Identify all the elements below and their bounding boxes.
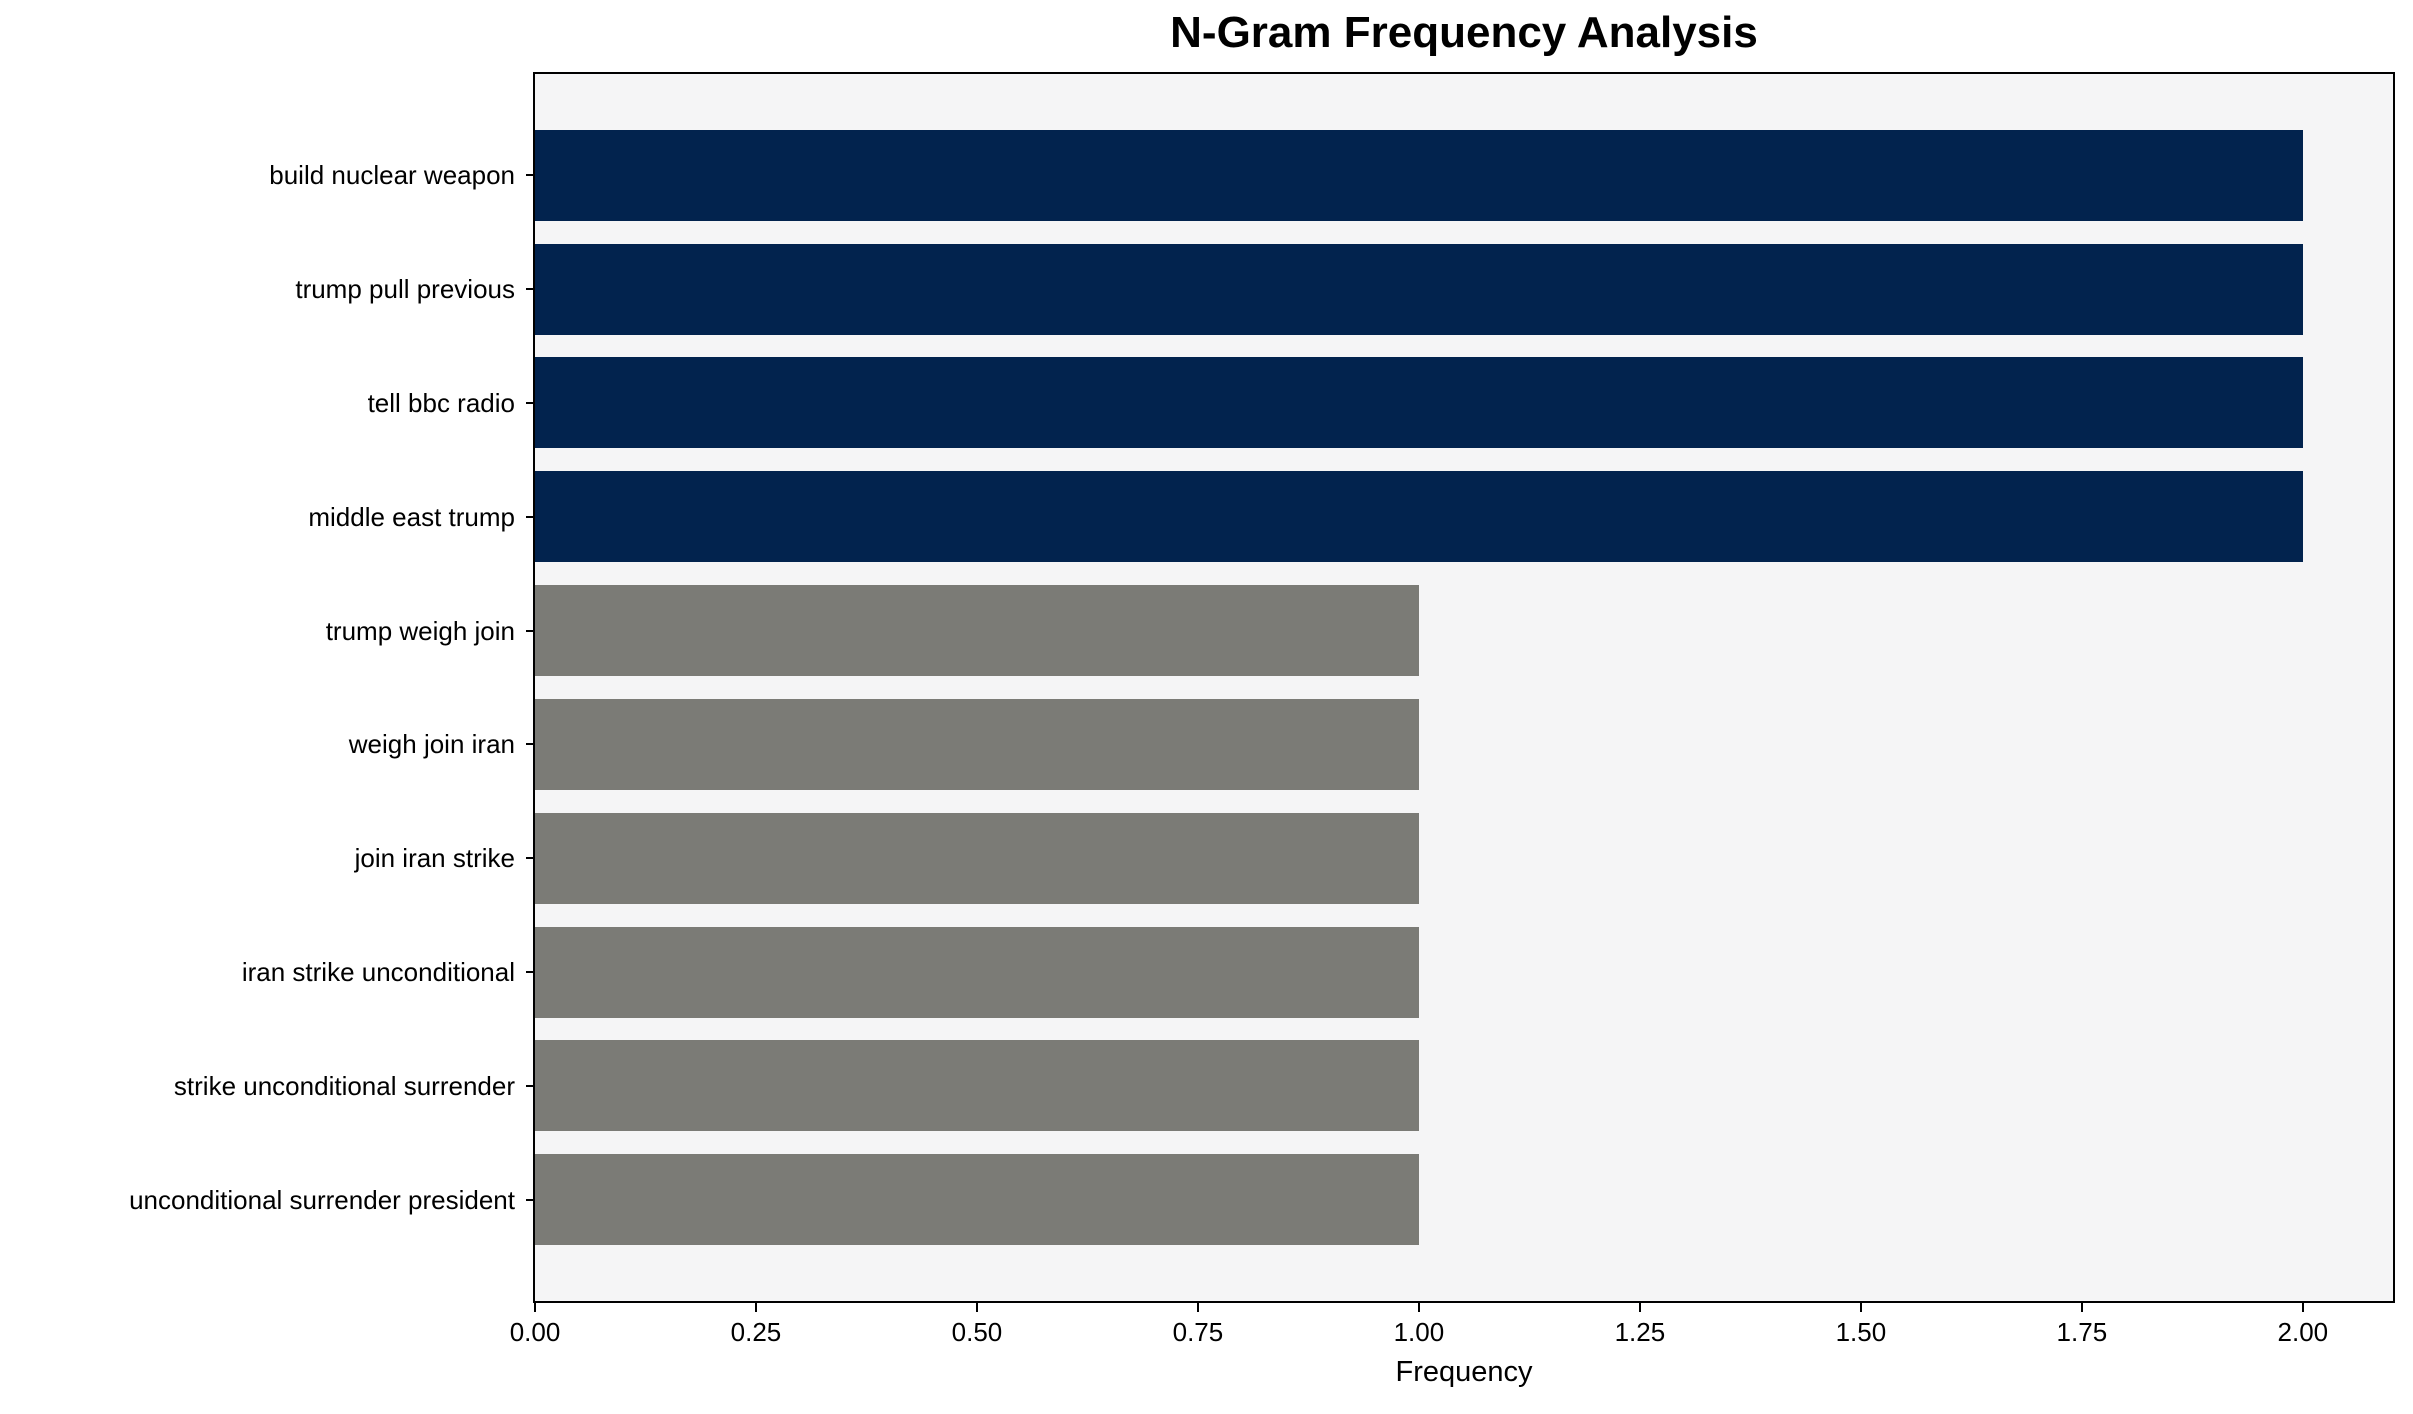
bar	[535, 471, 2303, 563]
x-tick-label: 1.75	[2056, 1317, 2108, 1347]
chart-title: N-Gram Frequency Analysis	[1170, 8, 1758, 57]
x-tick-label: 0.75	[1172, 1317, 1224, 1347]
x-tick-label: 1.00	[1393, 1317, 1445, 1347]
y-tick-mark	[526, 1198, 535, 1201]
x-tick-label: 2.00	[2277, 1317, 2329, 1347]
bar	[535, 243, 2303, 335]
x-tick-mark	[1859, 1301, 1862, 1312]
y-tick-label: middle east trump	[308, 501, 515, 532]
y-tick-label: tell bbc radio	[367, 387, 515, 418]
bar	[535, 1154, 1419, 1246]
x-tick-mark	[2301, 1301, 2304, 1312]
y-tick-label: build nuclear weapon	[269, 160, 515, 191]
y-tick-label: weigh join iran	[348, 729, 515, 760]
x-tick-mark	[2080, 1301, 2083, 1312]
y-tick-mark	[526, 743, 535, 746]
x-tick-label: 1.50	[1835, 1317, 1887, 1347]
x-tick-label: 0.00	[509, 1317, 561, 1347]
y-tick-mark	[526, 971, 535, 974]
plot-area: build nuclear weapon trump pull previous t…	[129, 72, 2395, 1347]
bar	[535, 129, 2303, 221]
bar	[535, 926, 1419, 1018]
y-tick-label: strike unconditional surrender	[173, 1070, 515, 1101]
y-tick-mark	[526, 629, 535, 632]
x-tick-mark	[754, 1301, 757, 1312]
y-tick-mark	[526, 174, 535, 177]
y-tick-mark	[526, 857, 535, 860]
y-tick-mark	[526, 401, 535, 404]
bar	[535, 812, 1419, 904]
bar	[535, 585, 1419, 677]
x-tick-mark	[975, 1301, 978, 1312]
x-tick-mark	[1196, 1301, 1199, 1312]
x-tick-mark	[534, 1301, 536, 1312]
bar	[535, 698, 1419, 790]
bar	[535, 1040, 1419, 1132]
y-tick-mark	[526, 515, 535, 518]
y-tick-label: iran strike unconditional	[241, 957, 515, 988]
y-tick-mark	[526, 1084, 535, 1087]
y-tick-mark	[526, 288, 535, 291]
y-tick-label: trump pull previous	[295, 274, 515, 305]
x-tick-label: 1.25	[1614, 1317, 1666, 1347]
bar	[535, 357, 2303, 449]
x-axis-label: Frequency	[1395, 1356, 1533, 1388]
y-tick-label: unconditional surrender president	[129, 1184, 515, 1215]
y-tick-label: join iran strike	[354, 843, 515, 874]
y-tick-label: trump weigh join	[325, 615, 515, 646]
x-tick-mark	[1417, 1301, 1420, 1312]
x-tick-label: 0.50	[951, 1317, 1003, 1347]
x-tick-mark	[1638, 1301, 1641, 1312]
x-tick-label: 0.25	[730, 1317, 782, 1347]
